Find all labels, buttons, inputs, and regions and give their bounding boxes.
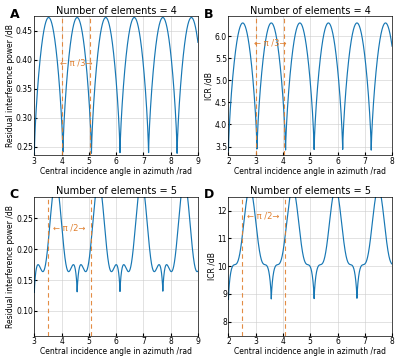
Text: A: A [10, 8, 20, 21]
X-axis label: Central incidence angle in azimuth /rad: Central incidence angle in azimuth /rad [234, 167, 386, 176]
X-axis label: Central incidence angle in azimuth /rad: Central incidence angle in azimuth /rad [234, 348, 386, 357]
Y-axis label: Residual interference power /dB: Residual interference power /dB [6, 205, 15, 328]
Text: ← π /2→: ← π /2→ [53, 223, 86, 232]
Text: D: D [204, 188, 214, 201]
Text: ← π /2→: ← π /2→ [247, 212, 280, 220]
Title: Number of elements = 5: Number of elements = 5 [250, 186, 371, 196]
X-axis label: Central incidence angle in azimuth /rad: Central incidence angle in azimuth /rad [40, 167, 192, 176]
Y-axis label: Residual interference power /dB: Residual interference power /dB [6, 24, 14, 147]
Title: Number of elements = 5: Number of elements = 5 [56, 186, 177, 196]
Text: ← π /3→: ← π /3→ [60, 58, 92, 67]
Y-axis label: ICR /dB: ICR /dB [204, 72, 214, 100]
Title: Number of elements = 4: Number of elements = 4 [56, 5, 176, 16]
Title: Number of elements = 4: Number of elements = 4 [250, 5, 371, 16]
Text: B: B [204, 8, 214, 21]
Text: ← π /3→: ← π /3→ [254, 38, 286, 47]
Text: C: C [10, 188, 19, 201]
Y-axis label: ICR /dB: ICR /dB [207, 252, 216, 280]
X-axis label: Central incidence angle in azimuth /rad: Central incidence angle in azimuth /rad [40, 348, 192, 357]
